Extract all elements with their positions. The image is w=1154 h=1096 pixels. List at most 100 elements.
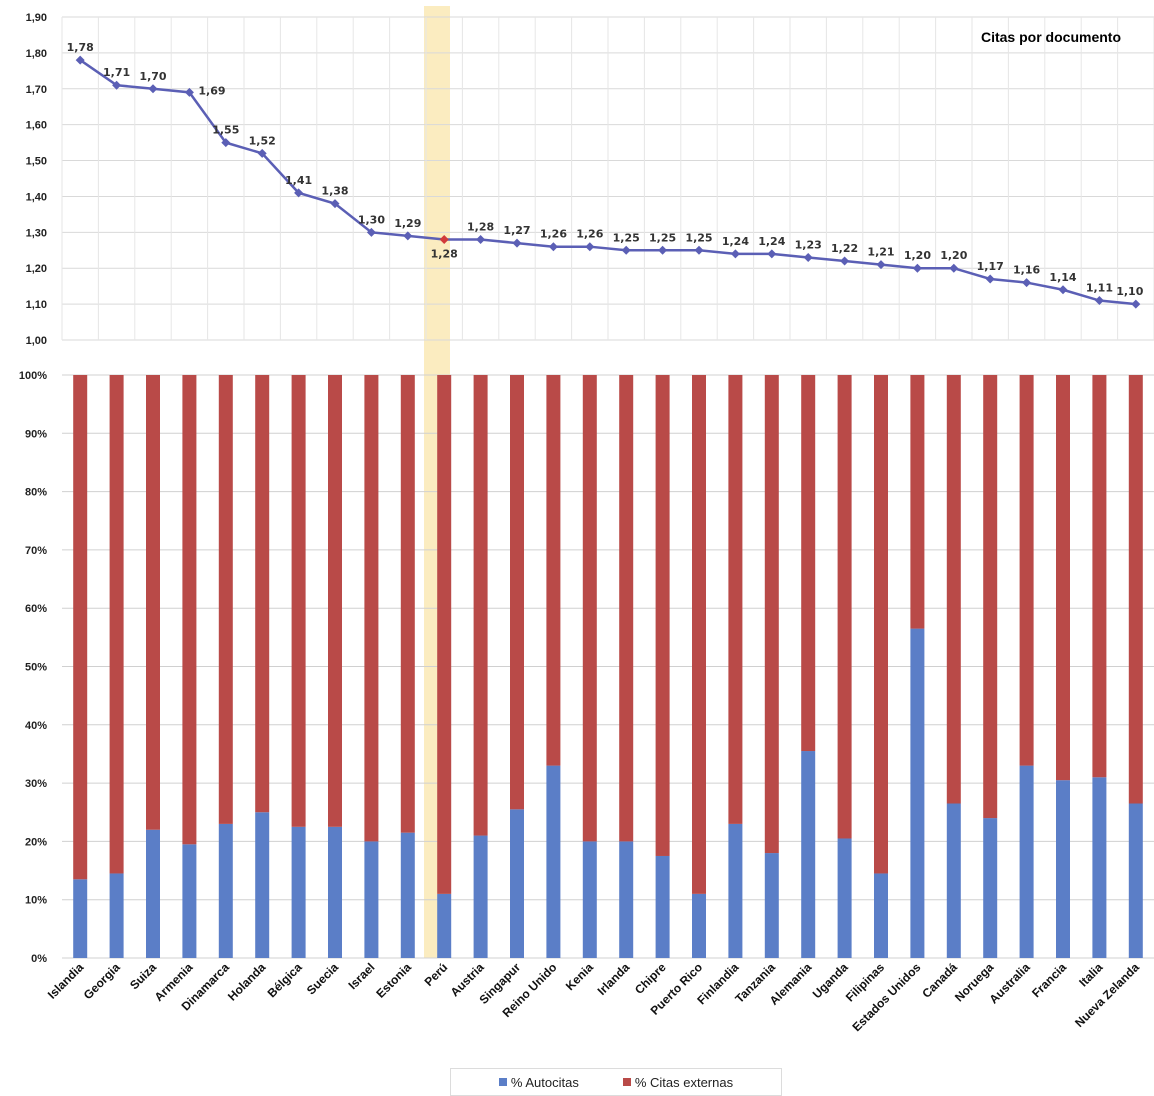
line-data-label: 1,21	[867, 246, 894, 259]
line-y-tick-label: 1,60	[26, 120, 47, 132]
line-y-tick-label: 1,50	[26, 156, 47, 168]
bar-autocitas	[218, 823, 233, 958]
bar-autocitas	[400, 832, 415, 958]
line-point	[585, 242, 595, 252]
bar-citas-externas	[510, 375, 524, 810]
bar-citas-externas	[182, 375, 197, 845]
bar-autocitas	[946, 803, 961, 958]
x-category-label: Israel	[345, 960, 377, 992]
bar-citas-externas	[255, 375, 270, 813]
line-point	[876, 260, 886, 270]
bar-autocitas	[764, 853, 779, 958]
line-data-label: 1,38	[321, 185, 348, 198]
bar-citas-externas	[73, 375, 88, 880]
line-y-tick-label: 1,90	[26, 12, 47, 24]
bar-autocitas	[1056, 780, 1070, 958]
line-data-label: 1,71	[103, 66, 130, 79]
line-point	[512, 238, 522, 248]
bar-autocitas	[182, 844, 197, 958]
bar-citas-externas	[1019, 375, 1034, 766]
line-point	[221, 138, 231, 148]
bar-citas-externas	[837, 375, 852, 839]
bar-autocitas	[364, 841, 379, 958]
line-data-label: 1,25	[649, 231, 676, 244]
bar-citas-externas	[109, 375, 124, 874]
line-data-label: 1,28	[467, 221, 494, 234]
legend-item-citas-externas: % Citas externas	[622, 1074, 734, 1090]
bar-citas-externas	[692, 375, 706, 894]
line-y-tick-label: 1,40	[26, 191, 47, 203]
x-category-label: Estonia	[373, 960, 414, 1001]
bar-citas-externas	[874, 375, 888, 874]
bar-autocitas	[255, 812, 270, 958]
legend-label-citas-externas: % Citas externas	[634, 1074, 734, 1090]
x-category-label: Francia	[1029, 960, 1069, 1000]
line-data-label: 1,14	[1049, 271, 1076, 284]
legend-label-autocitas: % Autocitas	[510, 1074, 579, 1090]
line-data-label: 1,69	[198, 84, 225, 97]
line-point	[257, 148, 267, 158]
line-chart-grid	[61, 16, 1154, 341]
line-data-label: 1,55	[212, 124, 239, 137]
x-category-label: Islandia	[45, 960, 87, 1002]
line-data-label: 1,25	[685, 231, 712, 244]
line-data-label: 1,78	[67, 41, 94, 54]
line-point	[912, 263, 922, 273]
bar-citas-externas	[146, 375, 160, 830]
bar-autocitas	[109, 873, 124, 958]
bar-autocitas	[801, 751, 816, 958]
bar-autocitas	[291, 826, 306, 958]
bar-autocitas	[874, 873, 888, 958]
legend-swatch-citas-externas	[622, 1078, 631, 1086]
x-category-label: Estados Unidos	[849, 960, 923, 1034]
line-data-label: 1,29	[394, 217, 421, 230]
line-point	[803, 252, 813, 262]
bar-autocitas	[1128, 803, 1143, 958]
line-point	[366, 227, 376, 237]
bar-y-tick-label: 10%	[25, 895, 47, 907]
line-data-label: 1,28	[431, 248, 458, 261]
bar-citas-externas	[1092, 375, 1107, 778]
line-point	[1022, 278, 1032, 288]
line-y-tick-label: 1,30	[26, 227, 47, 239]
bar-autocitas	[728, 823, 743, 958]
x-category-label: Irlanda	[595, 960, 633, 998]
x-category-label: Nueva Zelanda	[1072, 960, 1142, 1030]
bar-autocitas	[1092, 777, 1107, 958]
line-point	[112, 80, 122, 90]
line-chart-title: Citas por documento	[981, 29, 1121, 45]
line-data-label: 1,20	[904, 249, 931, 262]
x-category-label: Perú	[422, 960, 451, 989]
bar-citas-externas	[437, 375, 452, 894]
line-point	[548, 242, 558, 252]
legend-item-autocitas: % Autocitas	[498, 1074, 579, 1090]
bar-y-tick-label: 60%	[25, 603, 47, 615]
bar-autocitas	[582, 841, 597, 958]
line-point	[476, 235, 486, 245]
line-data-label: 1,27	[503, 224, 530, 237]
bar-autocitas	[910, 628, 925, 958]
bar-autocitas	[655, 855, 670, 958]
line-point	[294, 188, 304, 198]
bar-citas-externas	[364, 375, 379, 842]
bar-chart-y-axis: 0% 10% 20% 30% 40% 50% 60% 70% 80% 90% 100%	[19, 370, 47, 965]
line-point	[1058, 285, 1068, 295]
bar-citas-externas	[619, 375, 634, 842]
line-point	[694, 245, 704, 255]
line-point	[1094, 296, 1104, 306]
line-point	[658, 245, 668, 255]
bar-citas-externas	[764, 375, 779, 854]
bar-autocitas	[328, 826, 342, 958]
line-series: 1,78 1,71 1,70 1,69 1,55 1,52 1,41 1,38 1,30 1,29…	[67, 41, 1144, 309]
line-point	[949, 263, 959, 273]
line-point	[148, 84, 158, 94]
bar-y-tick-label: 50%	[25, 662, 47, 674]
bar-citas-externas	[1056, 375, 1070, 781]
bar-autocitas	[1019, 765, 1034, 958]
bar-series	[73, 375, 1143, 958]
line-point	[621, 245, 631, 255]
bar-y-tick-label: 30%	[25, 778, 47, 790]
bar-citas-externas	[655, 375, 670, 856]
